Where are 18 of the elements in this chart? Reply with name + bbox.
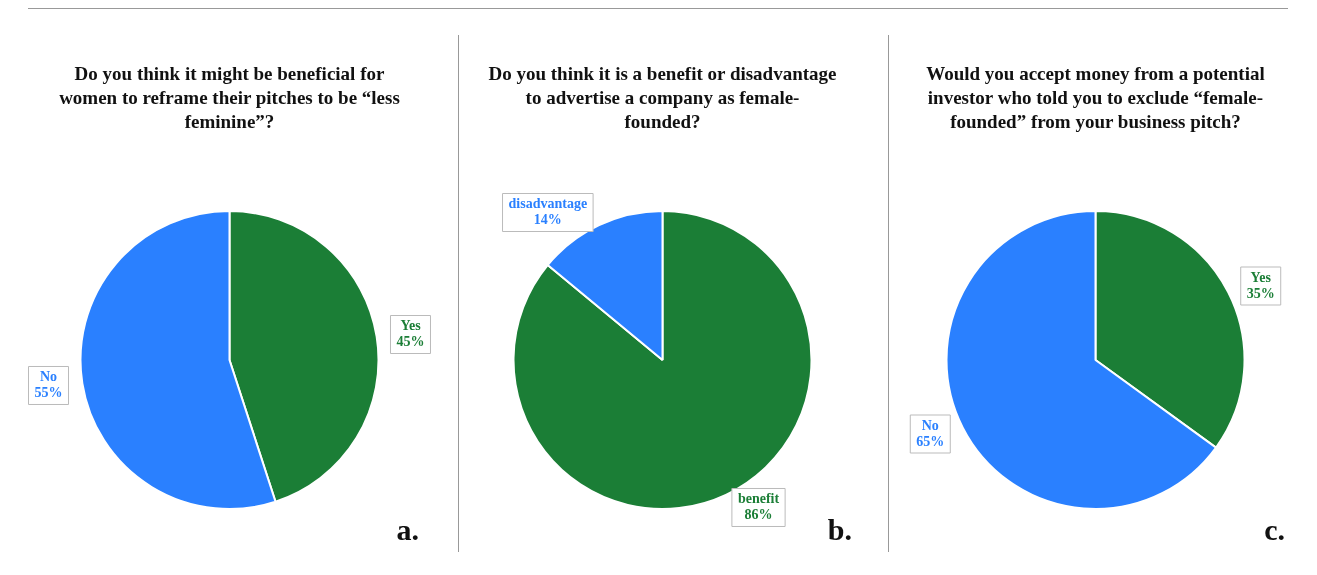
data-label: 86% [744, 507, 773, 523]
data-label: 65% [916, 433, 945, 449]
text: c. [1264, 513, 1285, 547]
chart-title: Do you think it is a benefit or disadvantage to advertise a company as female-founded? [488, 62, 837, 134]
chart-title: Would you accept money from a potential investor who told you to exclude “female-founded” from your business pitch? [925, 62, 1266, 134]
slice-label: Yes [1250, 269, 1272, 285]
slice-label: benefit [737, 491, 780, 507]
slice-label: disadvantage [508, 196, 588, 212]
text: a. [396, 513, 419, 547]
slice-label: No [921, 417, 939, 433]
data-label: 35% [1246, 285, 1275, 301]
slice-label: No [39, 369, 58, 385]
text: b. [827, 513, 852, 547]
slice-label: Yes [400, 318, 422, 334]
data-label: 45% [396, 334, 425, 350]
chart-title: Do you think it might be beneficial for women to reframe their pitches to be “less feminine”? [58, 62, 401, 134]
data-label: 55% [34, 385, 63, 401]
data-label: 14% [533, 212, 562, 228]
